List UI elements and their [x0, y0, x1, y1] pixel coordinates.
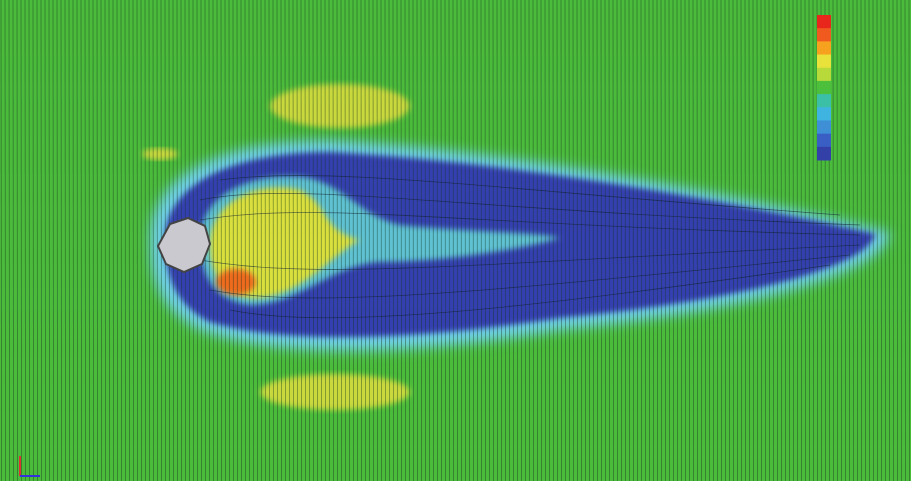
- legend-swatch: [817, 133, 831, 148]
- legend-swatch: [817, 120, 831, 135]
- legend-swatch: [817, 15, 831, 29]
- wake-streamlines: [199, 175, 861, 319]
- legend-swatch: [817, 67, 831, 82]
- legend-swatch: [817, 94, 831, 108]
- legend-swatch: [817, 54, 831, 69]
- legend-swatch: [817, 107, 831, 121]
- legend-swatch: [817, 41, 831, 56]
- legend-swatch: [817, 80, 831, 95]
- cylinder-obstacle: [156, 216, 212, 274]
- legend-swatch: [817, 146, 831, 161]
- axis-triad: [19, 456, 40, 477]
- color-legend: [817, 15, 831, 161]
- legend-swatch: [817, 28, 831, 42]
